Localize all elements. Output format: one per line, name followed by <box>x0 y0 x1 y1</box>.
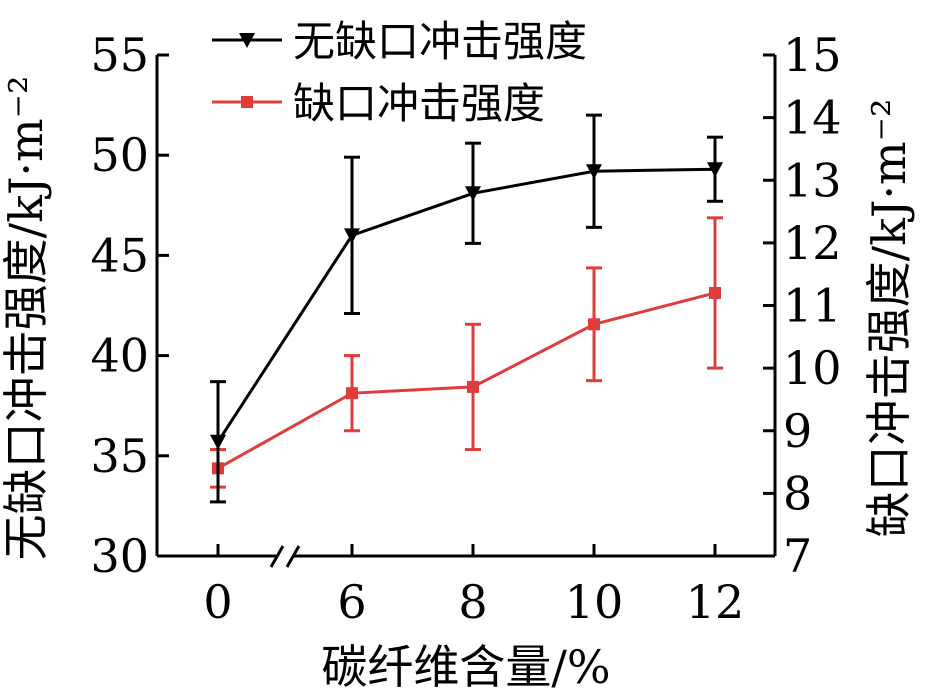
x-tick-label: 10 <box>565 575 624 629</box>
y-axis-left-label: 无缺口冲击强度/kJ·m⁻² <box>0 76 53 561</box>
data-point <box>467 380 479 393</box>
data-point <box>588 318 600 331</box>
y-left-tick-label: 45 <box>90 228 149 282</box>
y-right-tick-label: 15 <box>783 28 842 82</box>
y-right-tick-label: 14 <box>783 91 842 145</box>
x-tick-label: 0 <box>203 575 232 629</box>
y-right-tick-label: 10 <box>783 341 842 395</box>
data-point <box>586 164 602 180</box>
y-left-tick-label: 50 <box>90 128 149 182</box>
data-point <box>465 186 481 202</box>
y-right-tick-label: 12 <box>783 216 842 270</box>
data-point <box>241 96 253 108</box>
series-layer <box>210 113 723 504</box>
legend-label: 缺口冲击强度 <box>293 79 545 128</box>
data-point <box>239 33 255 48</box>
x-axis-break-mark <box>285 545 301 568</box>
y-right-tick-label: 13 <box>783 153 842 207</box>
y-axis-right-label: 缺口冲击强度/kJ·m⁻² <box>862 99 916 538</box>
x-axis-break-mark <box>269 545 285 568</box>
x-tick-label: 6 <box>337 575 366 629</box>
series-unnotched <box>210 113 723 504</box>
data-point <box>344 228 360 244</box>
data-point <box>346 387 358 400</box>
legend-label: 无缺口冲击强度 <box>293 17 587 66</box>
data-point <box>709 286 721 299</box>
data-point <box>707 162 723 178</box>
y-left-tick-label: 55 <box>90 28 149 82</box>
y-right-tick-label: 9 <box>783 404 812 458</box>
x-axis-label: 碳纤维含量/% <box>321 640 610 694</box>
y-right-tick-label: 8 <box>783 466 812 520</box>
y-right-tick-label: 11 <box>783 279 842 333</box>
y-left-tick-label: 40 <box>90 329 149 383</box>
y-right-tick-label: 7 <box>783 529 812 583</box>
x-tick-label: 8 <box>458 575 487 629</box>
y-left-tick-label: 30 <box>90 529 149 583</box>
data-point <box>210 434 226 450</box>
y-left-tick-label: 35 <box>90 429 149 483</box>
series-line <box>216 167 716 443</box>
axes: 30 35 40 45 50 55 7 8 9 10 11 12 13 14 15 0 6 8 10 12 <box>90 28 841 629</box>
series-notched <box>210 216 723 489</box>
x-tick-label: 12 <box>686 575 745 629</box>
series-line <box>217 291 716 470</box>
